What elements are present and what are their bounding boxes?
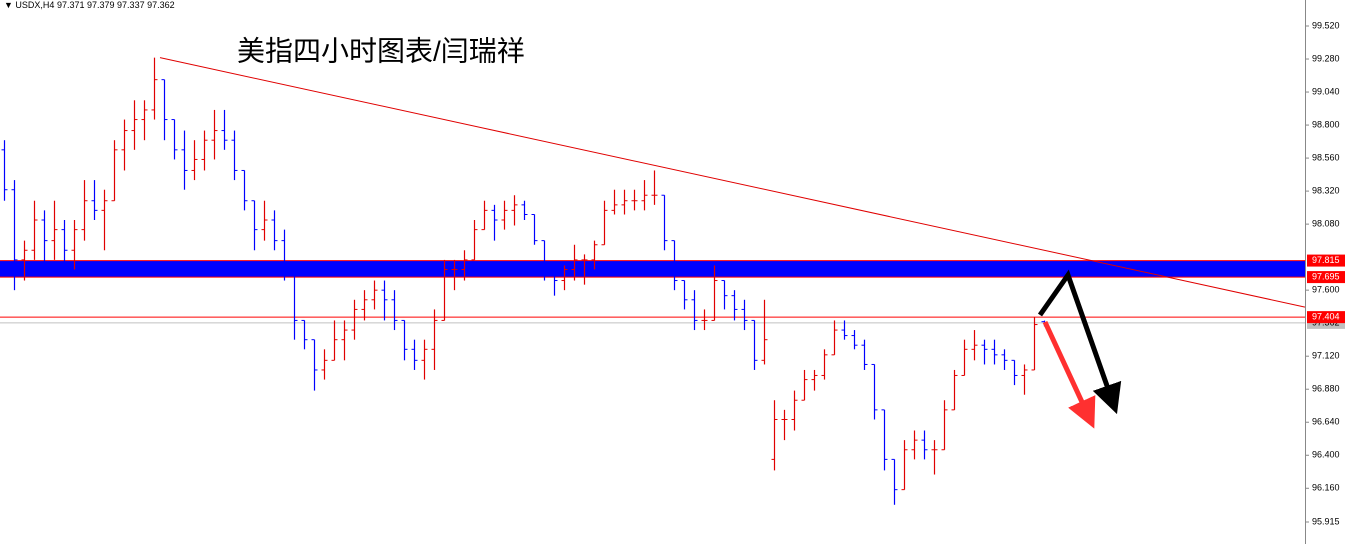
- y-tick-label: 98.080: [1312, 218, 1340, 228]
- trendline: [159, 57, 1306, 308]
- y-tick-label: 99.040: [1312, 86, 1340, 96]
- bar-high: 97.379: [87, 0, 115, 10]
- bar-open: 97.371: [57, 0, 85, 10]
- y-tick-label: 96.400: [1312, 450, 1340, 460]
- level-label-box: [1307, 311, 1345, 324]
- zone-low-label: 97.695: [1312, 271, 1340, 281]
- chart-title: 美指四小时图表/闫瑞祥: [237, 35, 525, 66]
- header: ▼ USDX,H4 97.371 97.379 97.337 97.362: [4, 0, 175, 10]
- y-tick-label: 96.880: [1312, 384, 1340, 394]
- zone: [0, 260, 1305, 278]
- y-tick-label: 97.120: [1312, 351, 1340, 361]
- zone-high-label-box: [1307, 254, 1345, 267]
- black-arrow: [1037, 269, 1122, 415]
- level-label: 97.404: [1312, 312, 1340, 322]
- y-tick-label: 98.320: [1312, 185, 1340, 195]
- zone-high-label: 97.815: [1312, 255, 1340, 265]
- symbol: USDX,H4: [15, 0, 54, 10]
- y-tick-label: 96.160: [1312, 483, 1340, 493]
- zone-low-label-box: [1307, 271, 1345, 284]
- plot-layer: [0, 57, 1306, 505]
- y-tick-label: 95.915: [1312, 516, 1340, 526]
- y-tick-label: 98.560: [1312, 152, 1340, 162]
- bar-close: 97.362: [147, 0, 175, 10]
- bar-low: 97.337: [117, 0, 145, 10]
- red-arrow: [1042, 320, 1096, 429]
- y-tick-label: 98.800: [1312, 119, 1340, 129]
- y-tick-label: 96.640: [1312, 417, 1340, 427]
- y-tick-label: 97.600: [1312, 285, 1340, 295]
- menu-arrow: ▼: [4, 0, 15, 10]
- y-tick-label: 99.520: [1312, 20, 1340, 30]
- y-tick-label: 99.280: [1312, 53, 1340, 63]
